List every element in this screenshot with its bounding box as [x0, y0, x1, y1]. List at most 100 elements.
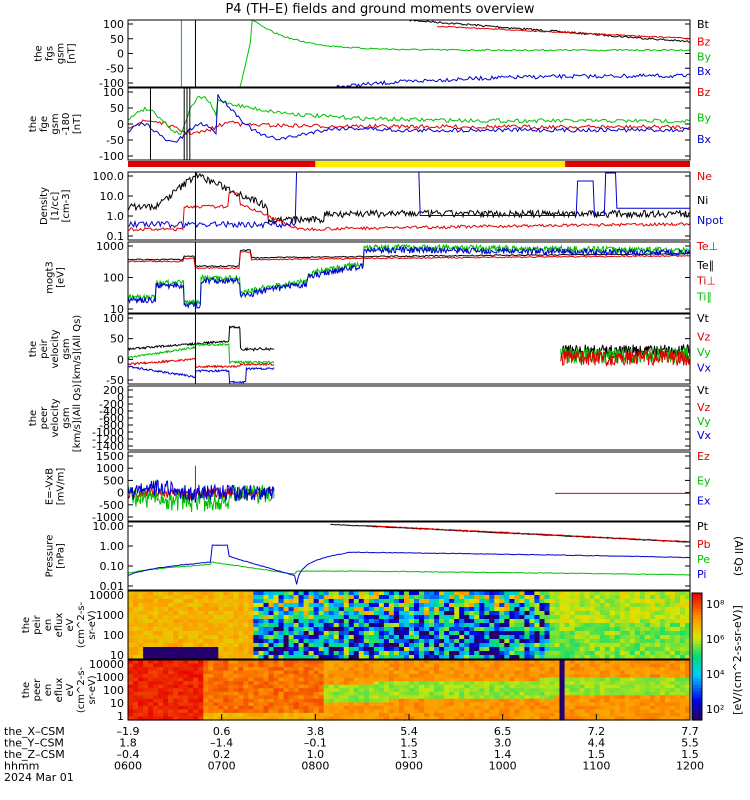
heat-cell	[203, 595, 209, 600]
heat-cell	[509, 631, 515, 636]
heat-cell	[323, 674, 330, 679]
heat-cell	[388, 643, 395, 648]
heat-cell	[318, 663, 325, 668]
heat-cell	[343, 705, 350, 710]
heat-cell	[218, 611, 224, 616]
heat-cell	[228, 655, 234, 660]
heat-cell	[629, 695, 636, 700]
heat-cell	[489, 655, 495, 660]
heat-cell	[393, 674, 400, 679]
heat-cell	[163, 615, 169, 620]
heat-cell	[674, 691, 681, 696]
heat-cell	[444, 667, 450, 672]
heat-cell	[208, 639, 214, 644]
heat-cell	[158, 631, 164, 636]
heat-cell	[183, 635, 189, 640]
heat-cell	[278, 595, 285, 600]
heat-cell	[654, 660, 661, 665]
heat-cell	[589, 684, 596, 689]
heat-cell	[348, 716, 355, 721]
heat-cell	[479, 674, 485, 679]
heat-cell	[218, 639, 224, 644]
heat-cell	[378, 667, 385, 672]
heat-cell	[328, 663, 335, 668]
heat-cell	[273, 627, 280, 632]
panel-1-traces	[180, 20, 690, 87]
heat-cell	[464, 623, 470, 628]
heat-cell	[148, 611, 154, 616]
heat-cell	[393, 702, 400, 707]
heat-cell	[680, 695, 686, 700]
heat-cell	[629, 643, 636, 648]
heat-cell	[634, 603, 641, 608]
heat-cell	[680, 691, 686, 696]
heat-cell	[489, 702, 495, 707]
heat-cell	[273, 643, 280, 648]
heat-cell	[514, 639, 520, 644]
heat-cell	[419, 663, 425, 668]
legend-item: Bx	[697, 133, 712, 146]
xaxis-value: 1000	[489, 760, 517, 773]
heat-cell	[223, 603, 229, 608]
heat-cell	[233, 681, 239, 686]
heat-cell	[529, 712, 535, 717]
heat-cell	[168, 595, 174, 600]
heat-cell	[685, 677, 691, 682]
ylabel-line: [km/s](All Qs)	[72, 315, 83, 383]
ylabel-line: eV	[65, 618, 76, 631]
heat-cell	[268, 684, 275, 689]
heat-cell	[223, 663, 229, 668]
heat-cell	[509, 691, 515, 696]
heat-cell	[609, 651, 616, 656]
heat-cell	[183, 677, 189, 682]
heat-cell	[263, 639, 270, 644]
heat-cell	[564, 691, 571, 696]
heat-cell	[449, 643, 455, 648]
heat-cell	[393, 667, 400, 672]
heat-cell	[399, 647, 405, 652]
heat-cell	[168, 705, 174, 710]
heat-cell	[183, 712, 189, 717]
heat-cell	[654, 599, 661, 604]
heat-cell	[298, 643, 305, 648]
heat-cell	[534, 681, 540, 686]
heat-cell	[348, 599, 355, 604]
heat-cell	[649, 667, 656, 672]
heat-cell	[303, 698, 310, 703]
heat-cell	[649, 660, 656, 665]
heat-cell	[569, 695, 576, 700]
heat-cell	[208, 595, 214, 600]
heat-cell	[634, 611, 641, 616]
heat-cell	[439, 635, 445, 640]
heat-cell	[363, 716, 370, 721]
heat-cell	[494, 660, 500, 665]
heat-cell	[599, 607, 606, 612]
heat-cell	[484, 705, 490, 710]
heat-cell	[659, 655, 666, 660]
heat-cell	[494, 591, 500, 596]
heat-cell	[333, 677, 340, 682]
heat-cell	[273, 709, 280, 714]
heat-cell	[404, 684, 410, 689]
heat-cell	[539, 591, 546, 596]
heat-cell	[424, 670, 430, 675]
heat-cell	[594, 660, 601, 665]
heat-cell	[504, 709, 510, 714]
heat-cell	[479, 627, 485, 632]
heat-cell	[604, 674, 611, 679]
heat-cell	[228, 674, 234, 679]
heat-cell	[363, 643, 370, 648]
heat-cell	[318, 670, 325, 675]
heat-cell	[358, 631, 365, 636]
heat-cell	[138, 716, 144, 721]
heat-cell	[559, 639, 566, 644]
heat-cell	[609, 684, 616, 689]
heat-cell	[223, 684, 229, 689]
colorbar-tick: 10²	[706, 703, 724, 716]
heat-cell	[333, 599, 340, 604]
heat-cell	[268, 643, 275, 648]
heat-cell	[559, 709, 566, 714]
heat-cell	[383, 607, 390, 612]
heat-cell	[499, 655, 505, 660]
heat-cell	[208, 698, 214, 703]
